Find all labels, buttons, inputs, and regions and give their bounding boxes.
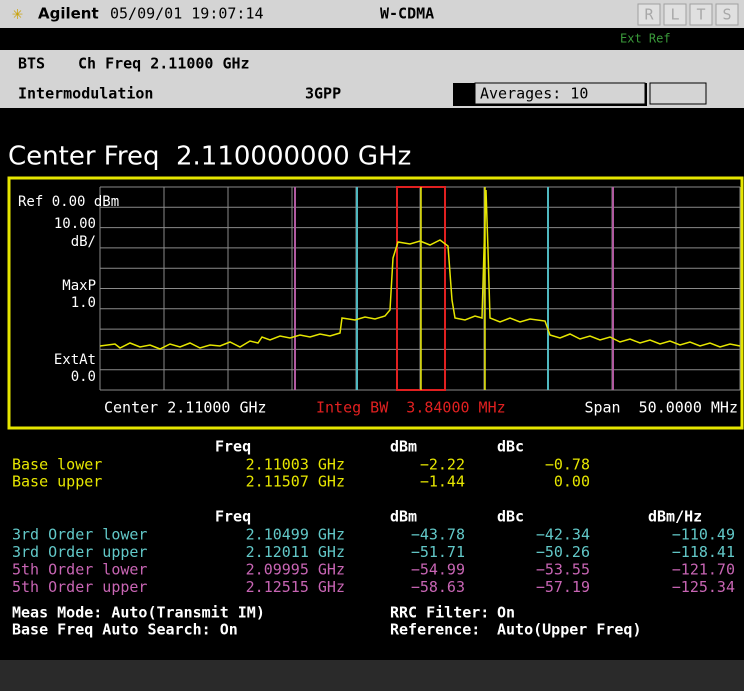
meas-mode: Meas Mode: Auto(Transmit IM)	[12, 604, 265, 622]
rrc-label: RRC Filter:	[390, 604, 489, 622]
column-header: Freq	[215, 438, 251, 456]
cell: −54.99	[411, 561, 465, 579]
row-label: Base upper	[12, 473, 102, 491]
cell: −43.78	[411, 526, 465, 544]
row-label: Base lower	[12, 456, 102, 474]
cell: −50.26	[536, 543, 590, 561]
grid	[99, 186, 741, 391]
indicator: S	[722, 6, 731, 24]
logo: ✳	[12, 3, 23, 24]
cell: 0.00	[554, 473, 590, 491]
column-header: dBm	[390, 438, 417, 456]
cell: −1.44	[420, 473, 465, 491]
cell: 2.11003 GHz	[246, 456, 345, 474]
ext-ref: Ext Ref	[620, 32, 671, 46]
brand: Agilent	[38, 5, 99, 23]
detector: MaxP	[62, 278, 96, 294]
cell: 2.12011 GHz	[246, 543, 345, 561]
reference-value: Auto(Upper Freq)	[497, 621, 642, 639]
rrc-value: On	[497, 604, 515, 622]
mode: W-CDMA	[380, 5, 434, 23]
column-header: dBc	[497, 508, 524, 526]
indicator-box	[663, 3, 687, 26]
indicator: L	[670, 6, 679, 24]
cell: −51.71	[411, 543, 465, 561]
center-label: Center 2.11000 GHz	[104, 399, 267, 417]
scale-unit: dB/	[71, 234, 96, 250]
cell: −2.22	[420, 456, 465, 474]
row-label: 3rd Order upper	[12, 543, 147, 561]
column-header: dBm/Hz	[648, 508, 702, 526]
cell: 2.12515 GHz	[246, 578, 345, 596]
cell: 2.11507 GHz	[246, 473, 345, 491]
column-header: dBm	[390, 508, 417, 526]
cell: −58.63	[411, 578, 465, 596]
span: Span 50.0000 MHz	[584, 399, 738, 417]
results: Freq dBm dBc Base lower 2.11003 GHz −2.22 −0.7…	[12, 438, 735, 597]
cell: −125.34	[672, 578, 735, 596]
averages-field	[474, 82, 646, 105]
cell: −53.55	[536, 561, 590, 579]
integ-bw: Integ BW 3.84000 MHz	[316, 399, 506, 417]
cell: 2.09995 GHz	[246, 561, 345, 579]
detector-value: 1.0	[71, 295, 96, 311]
trace	[99, 189, 741, 350]
reference-label: Reference:	[390, 621, 480, 639]
ref-level: Ref 0.00 dBm	[18, 194, 119, 210]
datetime: 05/09/01 19:07:14	[110, 5, 264, 23]
indicator-box	[715, 3, 739, 26]
center-freq: Center Freq 2.110000000 GHz	[8, 142, 411, 172]
column-header: Freq	[215, 508, 251, 526]
cell: −57.19	[536, 578, 590, 596]
indicator: T	[696, 6, 705, 24]
measurement: Intermodulation	[18, 85, 153, 103]
standard: 3GPP	[305, 85, 341, 103]
indicator: R	[644, 6, 654, 24]
blank-field	[649, 82, 707, 105]
column-header: dBc	[497, 438, 524, 456]
cell: −0.78	[545, 456, 590, 474]
status-bar	[0, 660, 744, 691]
ext-atten-value: 0.0	[71, 369, 96, 385]
indicator-box	[637, 3, 661, 26]
row-label: 5th Order lower	[12, 561, 147, 579]
device: BTS	[18, 55, 45, 73]
row-label: 5th Order upper	[12, 578, 147, 596]
averages: Averages: 10	[480, 85, 588, 103]
indicator-box	[689, 3, 713, 26]
cell: 2.10499 GHz	[246, 526, 345, 544]
row-label: 3rd Order lower	[12, 526, 147, 544]
cell: −118.41	[672, 543, 735, 561]
cell: −121.70	[672, 561, 735, 579]
graph-frame	[7, 176, 744, 430]
ch-freq: Ch Freq 2.11000 GHz	[78, 55, 250, 73]
cell: −42.34	[536, 526, 590, 544]
auto-search: Base Freq Auto Search: On	[12, 621, 238, 639]
cell: −110.49	[672, 526, 735, 544]
scale: 10.00	[54, 216, 96, 232]
title-bar	[0, 0, 744, 28]
ext-atten: ExtAt	[54, 352, 96, 368]
